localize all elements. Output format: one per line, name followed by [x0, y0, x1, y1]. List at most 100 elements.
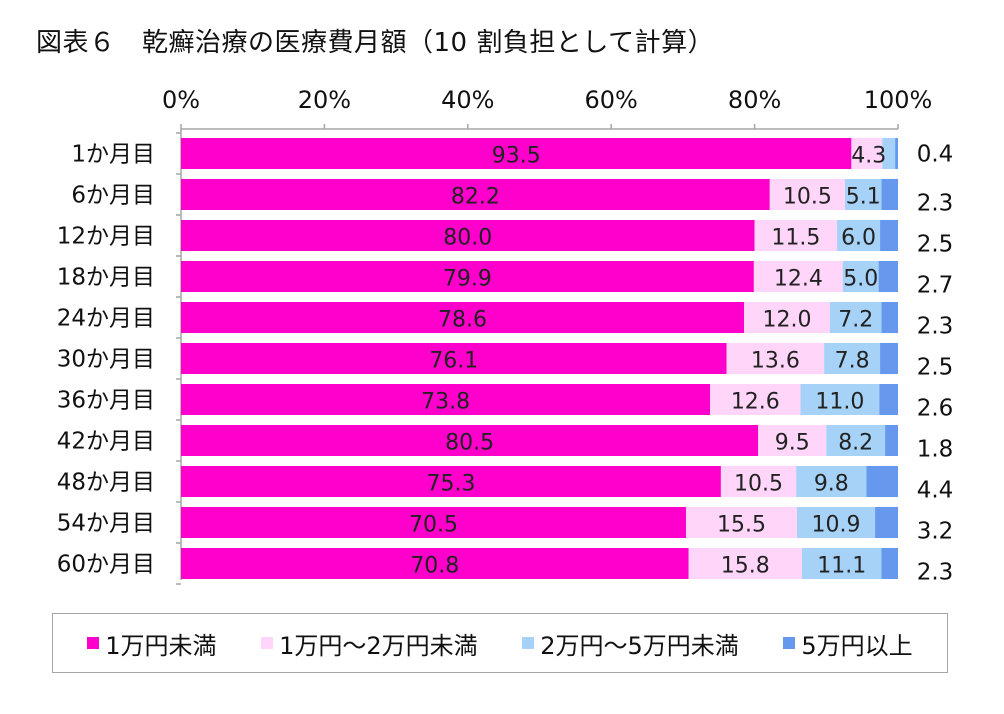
data-label: 2.7 [917, 273, 954, 299]
data-label: 75.3 [426, 472, 475, 497]
data-label: 15.5 [717, 513, 766, 538]
x-tick-label: 40% [441, 86, 494, 114]
legend-swatch [783, 637, 796, 649]
data-label: 2.6 [917, 396, 954, 422]
bar-segment [797, 507, 876, 538]
legend-label: 1万円～2万円未満 [279, 631, 478, 660]
data-label: 70.8 [410, 554, 459, 579]
data-label: 4.3 [851, 144, 886, 169]
bar-segment [685, 507, 798, 538]
category-axis: 1か月目 6か月目 12か月目 18か月目 24か月目 30か月目 36か月目 42か月目 48… [57, 142, 155, 578]
bar-segment [181, 343, 727, 374]
bar-segment [743, 302, 830, 333]
data-label: 3.2 [917, 519, 954, 545]
data-label: 78.6 [438, 308, 487, 333]
bar-segment [181, 261, 754, 292]
data-label: 11.0 [815, 390, 864, 415]
bar-segment [879, 384, 898, 415]
bar-segment [881, 302, 898, 333]
bar-segment [881, 548, 898, 579]
category-label: 54か月目 [57, 511, 155, 537]
data-label: 80.0 [443, 226, 492, 251]
x-tick-label: 60% [585, 86, 638, 114]
bar-segment [688, 548, 802, 579]
bar-segment [181, 302, 744, 333]
data-label: 10.9 [812, 513, 861, 538]
bar-segment [754, 220, 838, 251]
bar-segment [758, 425, 827, 456]
data-label: 1.8 [917, 437, 954, 463]
bar-segment [801, 548, 882, 579]
bar-segment [829, 302, 882, 333]
bar-segment [875, 507, 898, 538]
x-tick-label: 20% [298, 86, 351, 114]
category-label: 24か月目 [57, 306, 155, 332]
legend-label: 5万円以上 [801, 631, 913, 660]
bar-segment [851, 138, 883, 169]
data-label: 7.8 [835, 349, 870, 374]
data-label: 0.4 [917, 142, 954, 168]
data-label: 6.0 [841, 226, 876, 251]
data-label: 10.5 [783, 185, 832, 210]
legend-label: 1万円未満 [105, 631, 217, 660]
data-label: 12.6 [731, 390, 780, 415]
bar-segment [895, 138, 898, 169]
bar-segment [726, 343, 825, 374]
bar-segment [181, 466, 721, 497]
legend-item: 2万円～5万円未満 [522, 626, 739, 661]
data-label: 73.8 [421, 390, 470, 415]
bar-segment [181, 548, 689, 579]
legend-item: 1万円未満 [87, 626, 217, 661]
bars [181, 138, 898, 579]
category-label: 6か月目 [71, 183, 155, 209]
bar-segment [720, 466, 797, 497]
data-label: 12.4 [774, 267, 823, 292]
category-label: 48か月目 [57, 470, 155, 496]
bar-segment [769, 179, 845, 210]
data-label: 11.1 [817, 554, 866, 579]
bar-segment [181, 384, 711, 415]
bar-segment [866, 466, 898, 497]
data-label: 2.3 [917, 314, 954, 340]
bar-segment [181, 220, 755, 251]
data-label: 79.9 [443, 267, 492, 292]
data-label: 76.1 [429, 349, 478, 374]
category-label: 60か月目 [57, 552, 155, 578]
data-label: 11.5 [771, 226, 820, 251]
bar-segment [824, 343, 881, 374]
data-label: 2.3 [917, 560, 954, 586]
bar-segment [181, 138, 852, 169]
legend-item: 1万円～2万円未満 [261, 626, 478, 661]
data-label: 5.1 [846, 185, 881, 210]
data-label: 93.5 [492, 144, 541, 169]
bar-segment [826, 425, 886, 456]
x-tick-label: 0% [162, 86, 200, 114]
legend-swatch [261, 637, 274, 649]
legend-swatch [87, 637, 100, 649]
bar-segment [878, 261, 898, 292]
data-labels: 93.5 4.3 0.4 82.2 10.5 5.1 2.3 80.0 11.5 6.0 2.5 79… [409, 142, 953, 586]
bar-segment [710, 384, 801, 415]
data-label: 2.5 [917, 355, 954, 381]
data-label: 4.4 [917, 478, 954, 504]
x-tick-label: 100% [864, 86, 933, 114]
data-label: 7.2 [838, 308, 873, 333]
chart-title: 図表６ 乾癬治療の医療費月額（10 割負担として計算） [36, 28, 715, 58]
bar-segment [880, 343, 898, 374]
bar-segment [881, 179, 898, 210]
category-label: 42か月目 [57, 429, 155, 455]
bar-segment [800, 384, 880, 415]
bar-segment [880, 220, 898, 251]
data-label: 8.2 [838, 431, 873, 456]
data-label: 2.3 [917, 191, 954, 217]
data-label: 82.2 [451, 185, 500, 210]
bar-segment [181, 179, 770, 210]
bar-segment [842, 261, 879, 292]
legend: 1万円未満 1万円～2万円未満 2万円～5万円未満 5万円以上 [52, 613, 948, 673]
data-label: 12.0 [762, 308, 811, 333]
bar-segment [837, 220, 881, 251]
data-label: 9.5 [775, 431, 810, 456]
category-label: 18か月目 [57, 265, 155, 291]
bar-segment [796, 466, 867, 497]
